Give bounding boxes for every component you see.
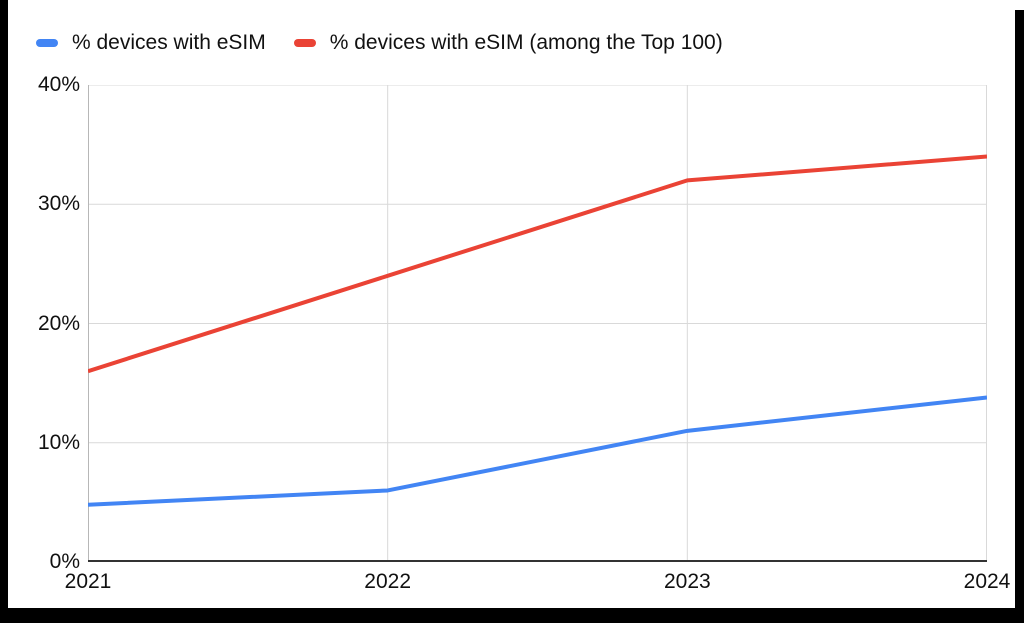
frame-border-right xyxy=(1015,10,1024,623)
y-tick-label: 10% xyxy=(37,430,80,454)
frame-border-left xyxy=(0,0,8,623)
plot-area xyxy=(88,85,987,562)
frame-border-bottom xyxy=(0,608,1024,623)
line-chart xyxy=(88,85,987,562)
legend-swatch-red-icon xyxy=(293,39,316,47)
x-tick-label: 2021 xyxy=(64,570,112,593)
series-line-0 xyxy=(88,395,987,507)
y-tick-label: 40% xyxy=(37,73,80,96)
y-tick-label: 30% xyxy=(37,192,80,216)
x-tick-label: 2022 xyxy=(364,570,412,593)
y-tick-label: 20% xyxy=(37,311,80,335)
y-tick-label: 0% xyxy=(49,550,80,573)
series-line-1 xyxy=(88,154,987,374)
legend-swatch-blue-icon xyxy=(36,39,58,47)
legend-item-esim-all: % devices with eSIM xyxy=(36,30,266,56)
x-tick-label: 2023 xyxy=(663,570,711,593)
legend-label-esim-all: % devices with eSIM xyxy=(72,31,266,54)
legend-label-esim-top100: % devices with eSIM (among the Top 100) xyxy=(329,31,723,54)
legend: % devices with eSIM % devices with eSIM … xyxy=(36,30,723,56)
legend-item-esim-top100: % devices with eSIM (among the Top 100) xyxy=(293,30,723,56)
x-tick-label: 2024 xyxy=(963,570,1011,593)
